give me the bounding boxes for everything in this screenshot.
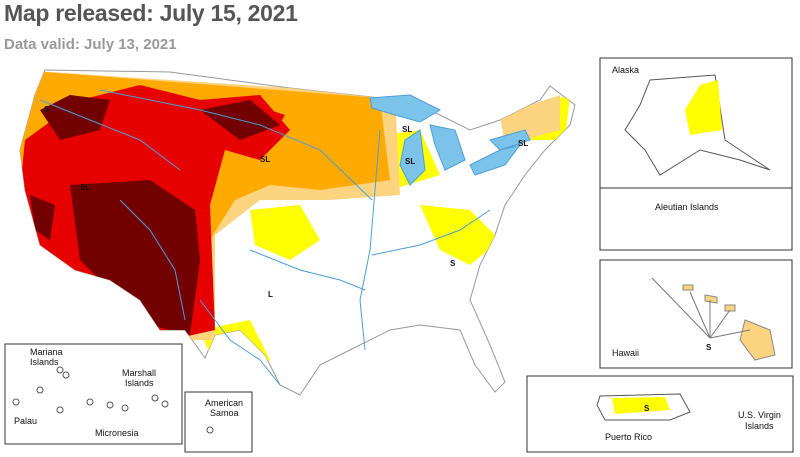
alaska-dry — [685, 80, 722, 135]
inset-title: American — [205, 398, 243, 408]
inset-title: U.S. Virgin — [738, 410, 781, 420]
map-label: SL — [402, 125, 412, 134]
river — [119, 199, 186, 321]
inset-title: Alaska — [612, 65, 639, 75]
inset-title: Samoa — [210, 408, 239, 418]
river — [371, 209, 491, 256]
inset-title: Aleutian Islands — [655, 202, 719, 212]
inset-title: Mariana — [30, 347, 63, 357]
inset-label: S — [644, 404, 650, 413]
map-label: S — [450, 259, 456, 268]
inset-title: Puerto Rico — [605, 432, 652, 442]
inset-title: Micronesia — [95, 428, 139, 438]
inset-label: S — [706, 343, 712, 352]
map-label: SL — [405, 157, 415, 166]
exceptional-drought — [30, 95, 280, 335]
aleutian-inset — [599, 187, 793, 251]
pacific-islands — [12, 366, 169, 414]
map-label: SL — [80, 183, 90, 192]
inset-title: Islands — [30, 357, 59, 367]
map-label: SL — [518, 139, 528, 148]
samoa-island — [206, 426, 214, 434]
river — [359, 129, 381, 351]
map-label: SL — [260, 155, 270, 164]
map-subtitle: Data valid: July 13, 2021 — [4, 36, 177, 53]
hawaii-islands — [682, 284, 776, 361]
river — [199, 299, 281, 386]
map-label: L — [268, 290, 273, 299]
inset-title: Marshall — [122, 368, 156, 378]
map-labels: S SL SL SL SL SL S L — [44, 105, 528, 299]
river — [99, 89, 373, 201]
inset-title: Islands — [125, 378, 154, 388]
hawaii-leaders — [651, 277, 751, 339]
pacific-inset — [4, 343, 183, 445]
inset-title: Palau — [14, 416, 37, 426]
map-label: S — [44, 105, 50, 114]
river — [39, 99, 181, 171]
puerto-rico-dry — [612, 397, 670, 414]
samoa-inset — [184, 391, 253, 453]
inset-title: Hawaii — [612, 348, 639, 358]
rivers — [39, 89, 491, 386]
great-lakes — [369, 94, 531, 186]
map-title: Map released: July 15, 2021 — [4, 0, 298, 26]
inset-title: Islands — [745, 421, 774, 431]
river — [249, 249, 366, 291]
